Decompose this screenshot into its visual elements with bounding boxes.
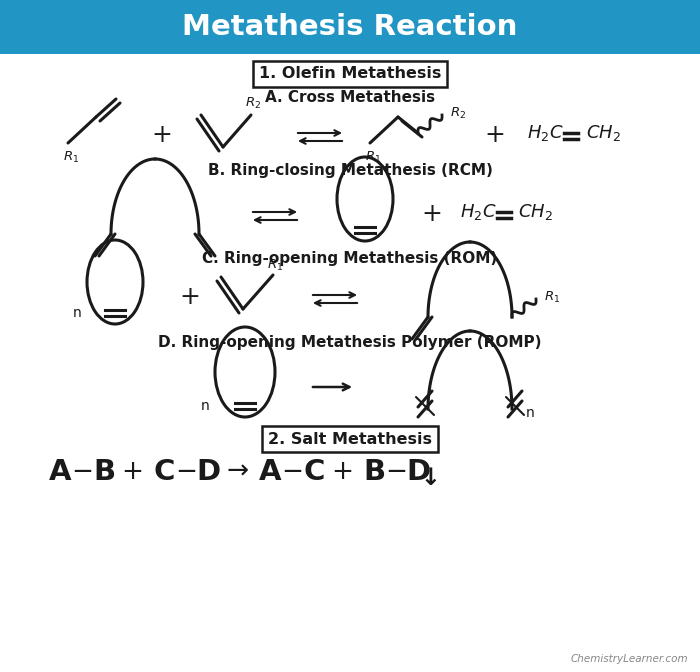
Text: n: n [201, 399, 209, 413]
Text: A: A [259, 458, 281, 486]
Text: B: B [93, 458, 115, 486]
Text: +: + [331, 459, 353, 485]
Text: C. Ring-opening Metathesis (ROM): C. Ring-opening Metathesis (ROM) [202, 251, 498, 267]
Text: +: + [421, 202, 442, 226]
Text: −: − [71, 459, 93, 485]
Text: $R_1$: $R_1$ [63, 149, 79, 165]
Text: $H_2C$: $H_2C$ [526, 123, 564, 143]
Text: $R_1$: $R_1$ [365, 149, 382, 165]
Text: Metathesis Reaction: Metathesis Reaction [182, 13, 518, 41]
Text: A: A [49, 458, 71, 486]
Text: 1. Olefin Metathesis: 1. Olefin Metathesis [259, 67, 441, 81]
Text: −: − [385, 459, 407, 485]
Text: +: + [121, 459, 143, 485]
Text: $R_2$: $R_2$ [245, 95, 261, 111]
Text: $CH_2$: $CH_2$ [517, 202, 552, 222]
Text: +: + [180, 285, 200, 309]
Text: B. Ring-closing Metathesis (RCM): B. Ring-closing Metathesis (RCM) [208, 163, 492, 177]
Text: ChemistryLearner.com: ChemistryLearner.com [570, 654, 688, 664]
Text: +: + [152, 123, 172, 147]
Text: $R_2$: $R_2$ [450, 106, 466, 120]
Text: C: C [153, 458, 175, 486]
Text: D: D [196, 458, 220, 486]
Text: −: − [175, 459, 197, 485]
Text: $CH_2$: $CH_2$ [586, 123, 620, 143]
Text: C: C [303, 458, 325, 486]
Text: $H_2C$: $H_2C$ [460, 202, 496, 222]
Text: B: B [363, 458, 385, 486]
Text: →: → [227, 459, 249, 485]
Text: +: + [484, 123, 505, 147]
Text: D. Ring-opening Metathesis Polymer (ROMP): D. Ring-opening Metathesis Polymer (ROMP… [158, 335, 542, 349]
Text: D: D [406, 458, 430, 486]
Text: ↓: ↓ [420, 466, 440, 490]
Text: A. Cross Metathesis: A. Cross Metathesis [265, 91, 435, 106]
Text: −: − [281, 459, 303, 485]
Text: 2. Salt Metathesis: 2. Salt Metathesis [268, 431, 432, 446]
Text: n: n [526, 406, 535, 420]
Text: $R_1$: $R_1$ [544, 290, 560, 304]
FancyBboxPatch shape [0, 0, 700, 54]
Text: $R_1$: $R_1$ [267, 257, 284, 273]
Text: n: n [73, 306, 81, 320]
